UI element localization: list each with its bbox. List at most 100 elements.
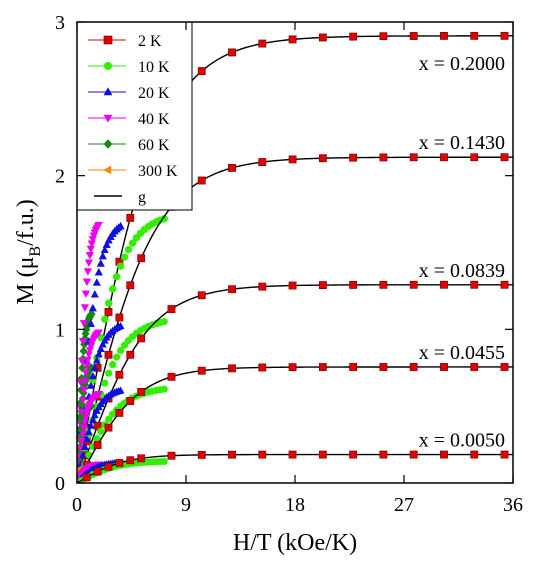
data-point-20k bbox=[94, 268, 103, 276]
data-point-20k bbox=[90, 410, 99, 419]
data-point-10k bbox=[97, 427, 105, 436]
data-point-2k bbox=[137, 254, 146, 263]
data-point-20k bbox=[98, 252, 107, 260]
data-point-20k bbox=[96, 344, 105, 352]
data-point-20k bbox=[92, 278, 101, 286]
data-point-10k bbox=[117, 347, 125, 355]
data-point-2k bbox=[258, 450, 267, 459]
x-tick-label: 18 bbox=[285, 494, 305, 516]
data-point-2k bbox=[349, 450, 358, 459]
data-point-10k bbox=[105, 299, 113, 307]
y-axis-label-sub: B bbox=[27, 246, 44, 257]
data-point-2k bbox=[440, 32, 448, 40]
data-point-20k bbox=[82, 435, 91, 443]
data-point-40k bbox=[88, 236, 97, 244]
data-point-40k bbox=[81, 369, 90, 377]
data-point-2k bbox=[349, 32, 358, 41]
data-point-10k bbox=[105, 415, 113, 423]
legend-entry-label: g bbox=[138, 189, 146, 206]
data-point-20k bbox=[116, 386, 125, 394]
data-point-20k bbox=[94, 350, 103, 358]
data-point-20k bbox=[88, 304, 97, 312]
data-point-2k bbox=[379, 280, 388, 289]
legend-entry-label: 20 K bbox=[138, 85, 170, 102]
data-point-2k bbox=[379, 153, 388, 162]
data-point-20k bbox=[98, 340, 107, 348]
data-point-2k bbox=[228, 285, 236, 294]
data-point-2k bbox=[228, 450, 236, 459]
data-point-2k bbox=[409, 280, 418, 289]
data-point-2k bbox=[197, 176, 206, 185]
data-point-2k bbox=[500, 450, 509, 459]
curve-label: x = 0.1430 bbox=[419, 132, 505, 154]
data-point-2k bbox=[93, 467, 102, 476]
legend-entry-label: 40 K bbox=[138, 111, 170, 128]
data-point-10k bbox=[160, 215, 168, 223]
data-point-2k bbox=[228, 48, 236, 57]
legend-entry-label: 60 K bbox=[138, 137, 170, 154]
data-point-2k bbox=[228, 364, 236, 373]
data-point-10k bbox=[113, 273, 121, 281]
data-point-2k bbox=[115, 313, 124, 322]
data-point-20k bbox=[80, 442, 89, 450]
curve-label: x = 0.0839 bbox=[419, 260, 505, 282]
data-point-10k bbox=[109, 360, 117, 369]
data-point-2k bbox=[126, 397, 135, 405]
data-point-60k bbox=[87, 363, 96, 373]
data-point-10k bbox=[109, 285, 117, 293]
data-point-40k bbox=[78, 431, 87, 439]
data-point-2k bbox=[318, 450, 327, 459]
data-point-2k bbox=[104, 423, 113, 432]
curve-label: x = 0.2000 bbox=[419, 53, 505, 75]
data-point-2k bbox=[167, 451, 176, 460]
y-tick-label: 2 bbox=[55, 166, 65, 188]
data-point-40k bbox=[79, 424, 88, 433]
data-point-2k bbox=[197, 67, 206, 75]
data-point-2k bbox=[126, 456, 135, 465]
data-point-20k bbox=[86, 381, 95, 389]
x-tick-label: 0 bbox=[72, 494, 82, 516]
data-point-10k bbox=[101, 315, 109, 323]
legend-box bbox=[76, 21, 193, 211]
data-point-20k bbox=[92, 356, 101, 364]
curve-label: x = 0.0050 bbox=[419, 430, 505, 452]
data-point-2k bbox=[258, 363, 267, 372]
data-point-2k bbox=[409, 450, 418, 459]
axis-ticks: 0 9 18 27 36 0 1 2 3 bbox=[55, 12, 523, 516]
legend-marker bbox=[103, 87, 113, 96]
data-point-2k bbox=[126, 281, 135, 290]
data-point-2k bbox=[379, 450, 388, 459]
data-point-2k bbox=[470, 280, 479, 289]
data-point-40k bbox=[94, 221, 103, 230]
data-point-2k bbox=[137, 454, 146, 463]
series-layer bbox=[77, 31, 513, 483]
data-point-40k bbox=[77, 357, 86, 366]
data-point-2k bbox=[258, 158, 267, 166]
data-point-40k bbox=[84, 259, 93, 267]
data-point-40k bbox=[77, 437, 86, 446]
data-point-2k bbox=[409, 32, 418, 40]
legend-entry-label: 300 K bbox=[138, 163, 178, 180]
data-point-2k bbox=[379, 32, 388, 41]
data-point-2k bbox=[197, 450, 206, 459]
data-point-20k bbox=[96, 259, 105, 267]
data-point-20k bbox=[86, 319, 95, 327]
data-point-2k bbox=[470, 153, 479, 162]
data-point-20k bbox=[102, 240, 111, 248]
data-point-2k bbox=[93, 441, 102, 449]
data-point-10k bbox=[101, 379, 109, 387]
data-point-2k bbox=[82, 473, 91, 482]
data-point-2k bbox=[93, 421, 102, 430]
data-point-40k bbox=[81, 414, 90, 422]
legend-marker bbox=[104, 62, 112, 70]
data-point-2k bbox=[258, 39, 267, 48]
data-point-2k bbox=[197, 366, 206, 375]
data-point-2k bbox=[115, 370, 124, 379]
curve-labels: x = 0.2000 x = 0.1430 x = 0.0839 x = 0.0455… bbox=[419, 53, 505, 452]
legend-entry-label: 2 K bbox=[138, 33, 162, 50]
data-point-10k bbox=[113, 353, 121, 361]
data-point-2k bbox=[228, 163, 236, 172]
data-point-20k bbox=[92, 406, 101, 414]
x-axis-label: H/T (kOe/K) bbox=[233, 530, 357, 556]
